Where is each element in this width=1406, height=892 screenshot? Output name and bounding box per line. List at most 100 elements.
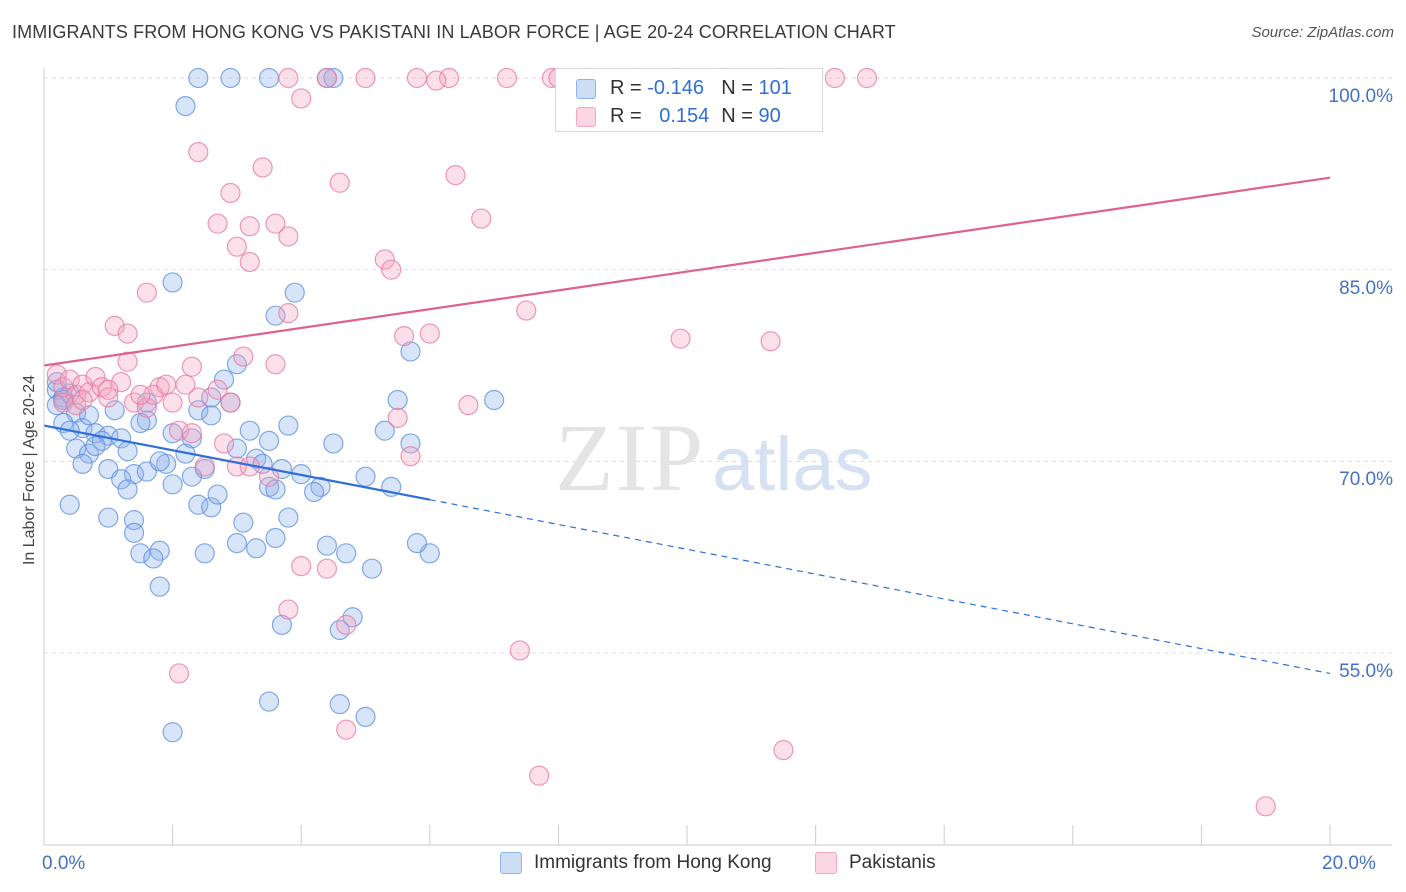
hong-kong-point-77 — [406, 533, 428, 554]
hong-kong-point-58 — [246, 538, 267, 559]
hong-kong-point-80 — [284, 282, 305, 303]
legend-r-label: R = — [610, 77, 642, 99]
hong-kong-point-85 — [220, 67, 241, 89]
hong-kong-point-64 — [316, 535, 338, 556]
pakistani-point-75 — [760, 331, 781, 352]
hong-kong-point-23 — [117, 479, 138, 500]
hong-kong-point-71 — [271, 614, 293, 635]
hong-kong-point-40 — [162, 474, 183, 495]
pakistani-point-30 — [233, 346, 254, 367]
pakistani-point-35 — [252, 157, 273, 178]
pakistani-point-88 — [426, 70, 447, 91]
pakistani-point-62 — [400, 446, 421, 467]
pakistani-point-34 — [220, 182, 241, 204]
hong-kong-point-55 — [265, 479, 286, 500]
legend-n-value-pakistani: 90 — [758, 105, 781, 127]
hong-kong-point-29 — [130, 543, 151, 564]
y-tick-label-2: 85.0% — [1339, 277, 1393, 299]
correlation-legend: R = -0.146 N = 101 R = 0.154 N = 90 — [555, 68, 823, 132]
hong-kong-point-21 — [111, 469, 132, 490]
bottom-legend-swatch-hong-kong — [500, 852, 522, 874]
hong-kong-point-31 — [149, 576, 170, 597]
pakistani-point-24 — [188, 387, 209, 408]
hong-kong-point-89 — [400, 341, 421, 362]
pakistani-point-79 — [773, 740, 794, 761]
pakistani-point-60 — [471, 208, 492, 229]
hong-kong-point-66 — [303, 481, 325, 503]
hong-kong-point-60 — [278, 415, 299, 436]
pakistani-point-14 — [117, 323, 138, 344]
pakistani-point-11 — [111, 372, 132, 393]
bottom-legend-label-hong-kong: Immigrants from Hong Kong — [534, 852, 772, 873]
hong-kong-point-57 — [226, 533, 247, 554]
pakistani-point-85 — [72, 389, 93, 411]
hong-kong-point-93 — [258, 691, 280, 712]
pakistani-point-54 — [381, 259, 402, 280]
pakistani-point-77 — [509, 640, 530, 661]
hong-kong-point-13 — [66, 438, 87, 459]
pakistani-point-27 — [213, 433, 235, 454]
pakistani-point-43 — [265, 354, 286, 375]
hong-kong-point-95 — [355, 706, 376, 727]
hong-kong-point-20 — [123, 464, 145, 485]
pakistani-point-57 — [419, 323, 440, 344]
series-pakistani-points — [46, 67, 1276, 817]
legend-swatch-pakistani — [576, 106, 596, 127]
pakistani-point-40 — [188, 142, 209, 163]
hong-kong-point-91 — [484, 389, 505, 411]
hong-kong-point-82 — [162, 272, 183, 293]
pakistani-point-84 — [98, 379, 119, 400]
pakistani-point-61 — [387, 407, 408, 428]
pakistani-point-21 — [156, 374, 177, 395]
pakistani-point-51 — [329, 172, 350, 193]
hong-kong-point-97 — [130, 412, 151, 434]
pakistani-point-7 — [85, 366, 106, 388]
pakistani-point-64 — [438, 67, 460, 89]
hong-kong-point-65 — [336, 543, 357, 564]
chart-title: IMMIGRANTS FROM HONG KONG VS PAKISTANI I… — [12, 22, 896, 42]
pakistani-point-20 — [162, 392, 183, 413]
hong-kong-point-94 — [329, 694, 350, 715]
pakistani-point-26 — [207, 379, 228, 400]
pakistani-point-49 — [291, 88, 312, 109]
pakistani-point-23 — [181, 423, 202, 444]
bottom-legend-swatch-pakistani — [815, 852, 837, 874]
hong-kong-point-48 — [239, 420, 260, 441]
legend-r-value-pakistani: 0.154 — [659, 105, 710, 127]
hong-kong-point-99 — [149, 451, 170, 472]
hong-kong-point-96 — [104, 400, 125, 421]
hong-kong-point-81 — [265, 305, 286, 326]
hong-kong-point-73 — [374, 420, 395, 441]
pakistani-point-71 — [824, 67, 845, 89]
pakistani-point-89 — [856, 67, 878, 89]
hong-kong-point-17 — [117, 441, 138, 462]
hong-kong-point-56 — [233, 512, 254, 533]
pakistani-point-50 — [316, 67, 338, 89]
legend-n-label: N = — [721, 77, 753, 99]
hong-kong-point-63 — [323, 433, 344, 454]
hong-kong-point-51 — [258, 430, 280, 451]
pakistani-point-0 — [46, 364, 67, 385]
hong-kong-point-43 — [201, 405, 222, 426]
hong-kong-point-92 — [162, 722, 183, 743]
hong-kong-point-98 — [85, 435, 106, 457]
hong-kong-point-83 — [175, 96, 196, 117]
pakistani-point-17 — [136, 397, 157, 418]
legend-swatch-hong-kong — [576, 78, 596, 99]
hong-kong-point-86 — [258, 67, 280, 89]
hong-kong-point-18 — [72, 453, 93, 474]
pakistani-point-81 — [168, 663, 190, 684]
pakistani-point-2 — [59, 369, 80, 390]
hong-kong-point-59 — [265, 527, 286, 549]
pakistani-point-55 — [406, 67, 428, 89]
pakistani-point-36 — [265, 213, 286, 234]
pakistani-point-44 — [291, 556, 312, 577]
grid-lines — [44, 77, 1392, 654]
hong-kong-point-100 — [207, 484, 228, 505]
hong-kong-point-72 — [355, 466, 376, 487]
hong-kong-point-88 — [323, 67, 344, 89]
watermark-zip: ZIP — [555, 404, 705, 511]
hong-kong-point-78 — [194, 543, 215, 564]
hong-kong-point-27 — [123, 522, 145, 543]
x-tick-label-max: 20.0% — [1322, 853, 1376, 874]
